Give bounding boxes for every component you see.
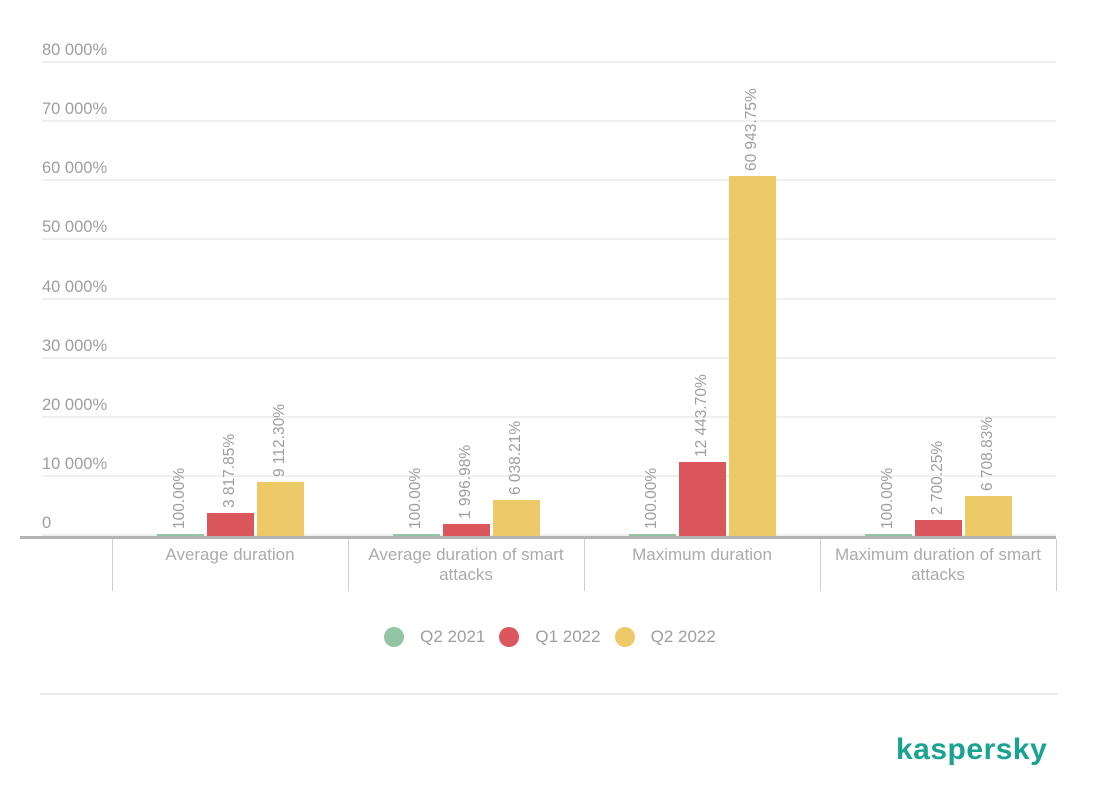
category-tick: [348, 539, 349, 591]
y-axis-tick-label: 0: [42, 514, 52, 532]
y-gridline: [42, 238, 1056, 241]
legend-label: Q2 2022: [650, 627, 716, 646]
bar-value-label: 100.00%: [879, 467, 896, 529]
category-tick: [112, 539, 113, 591]
y-gridline: [42, 120, 1056, 123]
y-axis-tick-label: 30 000%: [42, 336, 108, 355]
y-axis-tick-label: 40 000%: [42, 277, 108, 296]
bar-q1-2022: [678, 462, 726, 536]
y-axis-tick-label: 20 000%: [42, 395, 108, 414]
footer-divider: [40, 693, 1058, 695]
bar-q2-2022: [492, 500, 540, 536]
bar-value-label: 9 112.30%: [271, 404, 288, 478]
category-tick: [820, 539, 821, 591]
legend-item-q2-2022: Q2 2022: [614, 626, 716, 648]
legend-dot-icon: [384, 627, 405, 647]
category-label: Average duration of smart attacks: [368, 545, 564, 584]
bar-q2-2022: [256, 482, 304, 536]
legend-dot-icon: [499, 627, 520, 647]
bar-q1-2022: [442, 524, 490, 536]
category-tick: [584, 539, 585, 591]
legend: Q2 2021 Q1 2022 Q2 2022: [0, 626, 1100, 648]
bar-value-label: 1 996.98%: [457, 445, 474, 520]
bar-q2-2021: [156, 534, 204, 536]
legend-label: Q1 2022: [535, 627, 601, 646]
y-axis-tick-label: 70 000%: [42, 100, 108, 119]
category-label: Maximum duration of smart attacks: [835, 545, 1041, 584]
y-gridline: [42, 179, 1056, 182]
y-gridline: [42, 534, 1056, 536]
bar-value-label: 2 700.25%: [929, 440, 946, 516]
y-axis-tick-label: 50 000%: [42, 218, 108, 237]
bar-q2-2022: [964, 496, 1012, 536]
bar-q1-2022: [914, 520, 962, 536]
bar-value-label: 6 708.83%: [979, 417, 996, 492]
bar-q2-2021: [628, 534, 676, 536]
legend-dot-icon: [614, 627, 635, 647]
bar-q1-2022: [206, 513, 254, 536]
y-axis-tick-label: 80 000%: [42, 41, 108, 59]
kaspersky-logo: kaspersky: [896, 733, 1048, 766]
bar-value-label: 3 817.85%: [221, 434, 238, 509]
bar-q2-2021: [864, 534, 912, 536]
y-gridline: [42, 356, 1056, 359]
bar-q2-2022: [728, 175, 776, 536]
category-label: Average duration: [165, 545, 295, 564]
bar-q2-2021: [392, 534, 440, 536]
bar-value-label: 100.00%: [643, 467, 660, 529]
x-axis-line: [20, 536, 1056, 539]
legend-item-q1-2022: Q1 2022: [499, 626, 601, 648]
y-gridline: [42, 474, 1056, 477]
y-axis-tick-label: 60 000%: [42, 159, 108, 178]
category-tick: [1056, 539, 1057, 591]
bar-value-label: 100.00%: [171, 467, 188, 529]
legend-item-q2-2021: Q2 2021: [384, 626, 485, 648]
bar-value-label: 60 943.75%: [743, 87, 760, 171]
y-gridline: [42, 61, 1056, 63]
y-gridline: [42, 415, 1056, 418]
bar-value-label: 6 038.21%: [507, 421, 524, 496]
y-axis-tick-label: 10 000%: [42, 454, 108, 473]
legend-label: Q2 2021: [420, 627, 486, 646]
bar-value-label: 12 443.70%: [693, 374, 710, 458]
category-label: Maximum duration: [632, 545, 772, 564]
bar-value-label: 100.00%: [407, 467, 424, 529]
y-gridline: [42, 297, 1056, 300]
